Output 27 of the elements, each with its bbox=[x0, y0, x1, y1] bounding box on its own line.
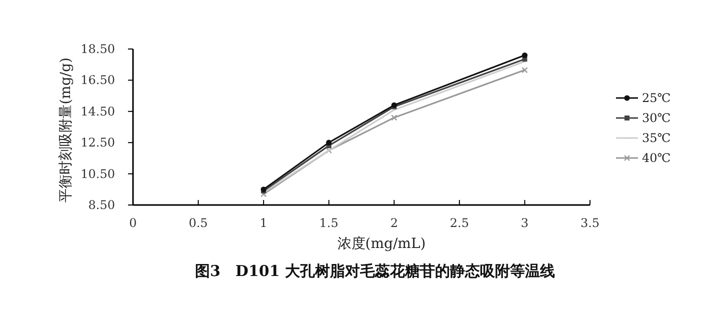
x-tick-label: 0 bbox=[129, 216, 137, 230]
legend-label: 30℃ bbox=[642, 111, 671, 125]
y-tick-label: 12.50 bbox=[80, 136, 115, 150]
y-tick-label: 8.50 bbox=[88, 198, 115, 212]
y-tick-label: 18.50 bbox=[80, 42, 115, 56]
x-tick-label: 1 bbox=[260, 216, 268, 230]
text: 图3 D101 大孔树脂对毛蕊花糖苷的静态吸附等温线 bbox=[195, 262, 555, 280]
point bbox=[326, 147, 332, 154]
point bbox=[260, 190, 267, 198]
legend-label: 25℃ bbox=[642, 91, 671, 105]
y-tick-label: 14.50 bbox=[80, 104, 115, 118]
point bbox=[522, 66, 528, 74]
point bbox=[326, 140, 332, 146]
x-tick-label: 2 bbox=[390, 216, 398, 230]
y-axis-title: 平衡时刻吸附量(mg/g) bbox=[58, 58, 74, 202]
point bbox=[391, 114, 398, 121]
x-tick-label: 3.5 bbox=[580, 216, 600, 230]
y-tick-label: 16.50 bbox=[80, 73, 115, 88]
legend-label: 35℃ bbox=[642, 131, 671, 145]
x-tick-label: 0.5 bbox=[188, 216, 208, 230]
x-axis-title: 浓度(mg/mL) bbox=[337, 236, 426, 252]
x-tick-label: 1.5 bbox=[319, 216, 338, 230]
y-tick-label: 10.50 bbox=[80, 166, 115, 181]
point bbox=[522, 52, 528, 58]
x-tick-label: 2.5 bbox=[450, 216, 469, 230]
legend-label: 40℃ bbox=[642, 151, 671, 165]
x-tick-label: 3 bbox=[520, 216, 529, 230]
